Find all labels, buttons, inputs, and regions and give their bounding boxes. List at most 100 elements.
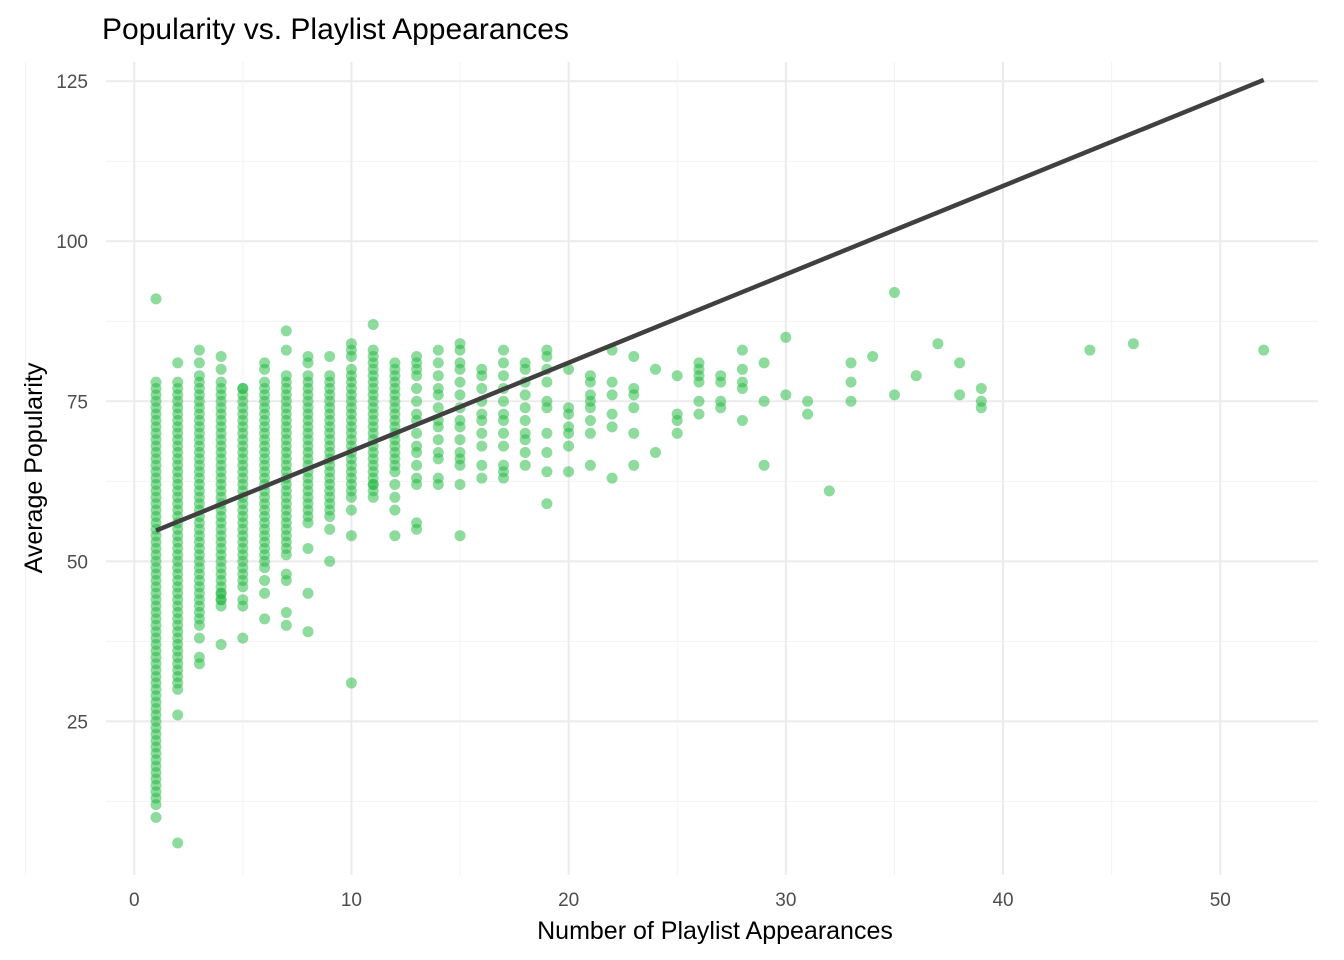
data-point <box>432 434 444 446</box>
data-point <box>259 575 271 586</box>
data-point <box>345 363 357 375</box>
data-point <box>302 626 314 638</box>
data-point <box>584 376 596 388</box>
data-point <box>324 523 336 535</box>
data-point <box>736 344 748 356</box>
data-point <box>541 351 553 362</box>
data-point <box>823 485 835 497</box>
data-point <box>975 383 987 394</box>
data-point <box>845 357 857 369</box>
data-point <box>367 351 379 362</box>
data-point <box>302 587 314 599</box>
data-point <box>215 363 227 375</box>
data-point <box>498 357 509 369</box>
data-point <box>889 287 900 298</box>
data-point <box>454 389 466 401</box>
data-point <box>172 837 184 849</box>
data-point <box>193 344 205 356</box>
data-point <box>454 434 466 446</box>
data-point <box>302 370 314 382</box>
data-point <box>193 370 205 382</box>
data-point <box>563 408 575 420</box>
data-points <box>150 287 1270 849</box>
data-point <box>259 376 271 388</box>
data-point <box>628 459 640 471</box>
data-point <box>150 293 162 305</box>
data-point <box>411 370 423 382</box>
data-point <box>172 357 184 369</box>
data-point <box>237 383 249 394</box>
data-point <box>519 434 531 446</box>
data-point <box>476 415 488 426</box>
data-point <box>259 363 271 375</box>
data-point <box>650 363 661 375</box>
minor-gridlines <box>25 62 1318 875</box>
data-point <box>150 376 162 388</box>
data-point <box>280 370 292 382</box>
data-point <box>1258 344 1270 356</box>
data-point <box>584 427 596 439</box>
data-point <box>802 395 814 407</box>
data-point <box>280 619 292 631</box>
data-point <box>215 594 227 606</box>
data-point <box>454 344 466 356</box>
data-point <box>758 459 770 471</box>
data-point <box>280 575 292 586</box>
data-point <box>693 395 705 407</box>
x-tick-label: 30 <box>775 890 796 911</box>
data-point <box>802 408 814 420</box>
data-point <box>563 440 575 452</box>
data-point <box>476 472 488 484</box>
data-point <box>454 459 466 471</box>
trend-line <box>155 77 1265 533</box>
x-tick-label: 20 <box>558 890 579 911</box>
chart-title: Popularity vs. Playlist Appearances <box>102 13 569 46</box>
data-point <box>541 427 553 439</box>
data-point <box>671 370 683 382</box>
data-point <box>259 587 271 599</box>
data-point <box>259 613 271 625</box>
data-point <box>584 415 596 426</box>
data-point <box>476 370 488 382</box>
data-point <box>671 427 683 439</box>
data-point <box>150 811 162 823</box>
data-point <box>628 351 640 362</box>
data-point <box>693 376 705 388</box>
data-point <box>476 383 488 394</box>
data-point <box>628 427 640 439</box>
data-point <box>736 363 748 375</box>
data-point <box>193 632 205 644</box>
data-point <box>584 459 596 471</box>
data-point <box>389 530 401 542</box>
x-tick-label: 50 <box>1210 890 1231 911</box>
data-point <box>411 383 423 394</box>
data-point <box>519 415 531 426</box>
y-tick-label: 75 <box>67 392 88 413</box>
data-point <box>432 357 444 369</box>
data-point <box>541 447 553 458</box>
data-point <box>954 357 966 369</box>
data-point <box>715 376 727 388</box>
data-point <box>606 472 618 484</box>
data-point <box>432 402 444 414</box>
data-point <box>519 363 531 375</box>
data-point <box>563 427 575 439</box>
data-point <box>498 395 509 407</box>
data-point <box>280 325 292 337</box>
data-point <box>954 389 966 401</box>
data-point <box>519 459 531 471</box>
data-point <box>237 581 249 593</box>
data-point <box>215 376 227 388</box>
data-point <box>541 402 553 414</box>
data-point <box>345 504 357 516</box>
data-point <box>780 389 792 401</box>
x-axis-tick-labels: 0 10 20 30 40 50 <box>129 890 1231 911</box>
data-point <box>324 351 336 362</box>
data-point <box>280 607 292 618</box>
data-point <box>606 408 618 420</box>
y-axis-tick-labels: 25 50 75 100 125 <box>56 72 88 733</box>
data-point <box>671 415 683 426</box>
data-point <box>411 427 423 439</box>
data-point <box>324 555 336 567</box>
